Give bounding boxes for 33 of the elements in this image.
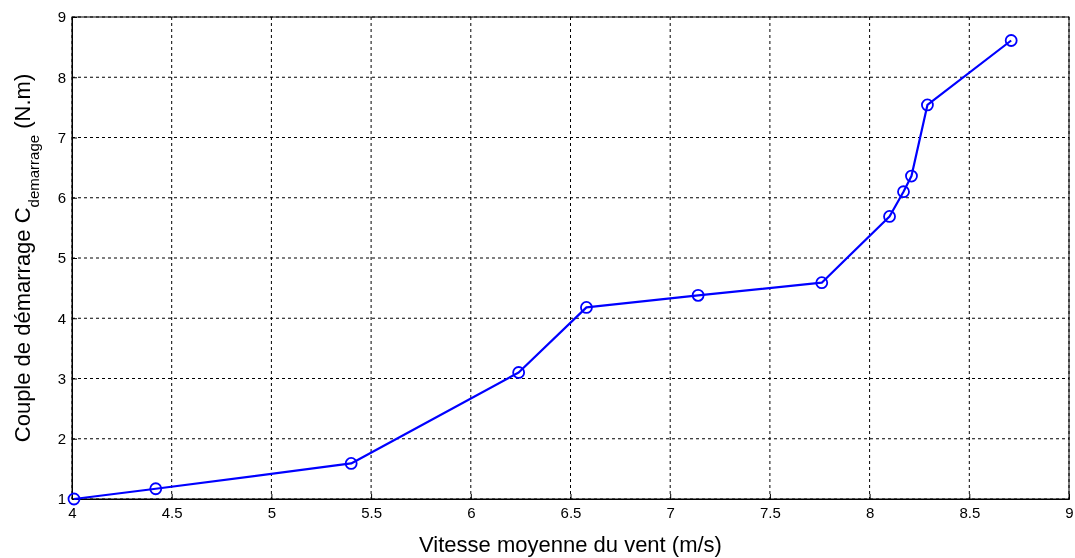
point [512, 366, 526, 379]
y-tick-label: 7 [57, 128, 66, 146]
y-tick-label: 5 [57, 249, 66, 267]
y-tick-label: 8 [57, 68, 66, 86]
y-tick-label: 6 [57, 189, 66, 207]
x-tick-label: 6.5 [560, 503, 582, 521]
x-tick-label: 9 [1065, 503, 1074, 521]
x-tick-label: 8.5 [959, 503, 981, 521]
x-tick-label: 7.5 [759, 503, 781, 521]
x-tick-label: 5 [267, 503, 277, 521]
point [897, 185, 910, 199]
point [905, 169, 918, 183]
point [344, 457, 358, 470]
point [1004, 34, 1018, 47]
point [691, 288, 705, 302]
x-tick-label: 4 [68, 503, 77, 521]
point [921, 98, 934, 112]
y-tick-label: 3 [57, 369, 66, 387]
point [67, 492, 81, 506]
x-tick-label: 5.5 [361, 503, 383, 521]
x-tick-label: 8 [865, 503, 875, 521]
y-tick-label: 4 [57, 309, 66, 327]
y-tick-label: 2 [57, 430, 66, 448]
point [883, 210, 896, 223]
x-tick-label: 7 [666, 503, 675, 521]
x-axis-title: Vitesse moyenne du vent (m/s) [419, 532, 722, 557]
point [815, 276, 829, 290]
point [149, 482, 163, 496]
point [580, 301, 593, 314]
y-tick-label: 1 [57, 490, 66, 508]
x-tick-label: 6 [467, 503, 476, 521]
y-tick-label: 9 [57, 8, 66, 26]
x-tick-label: 4.5 [161, 503, 183, 521]
